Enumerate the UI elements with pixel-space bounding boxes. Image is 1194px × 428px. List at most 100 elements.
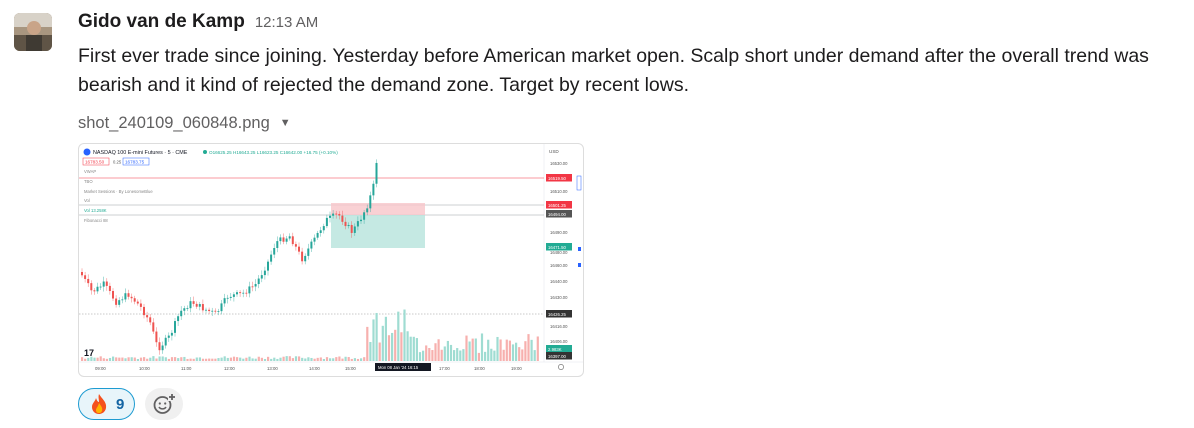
candle-body <box>291 236 294 245</box>
time-tick-label: 12:00 <box>224 366 235 371</box>
volume-bar <box>406 331 409 361</box>
candle-body <box>186 308 189 310</box>
volume-bar <box>285 356 288 361</box>
volume-bar <box>220 357 223 361</box>
candle-body <box>84 275 87 279</box>
volume-bar <box>440 349 443 361</box>
candle-body <box>248 286 251 294</box>
candle-body <box>310 241 313 249</box>
candle-body <box>236 292 238 295</box>
volume-bar <box>493 350 496 361</box>
volume-bar <box>170 357 174 361</box>
volume-bar <box>487 339 490 361</box>
crosshair-time-badge <box>375 363 431 371</box>
candle-body <box>102 281 105 287</box>
candle-body <box>260 275 263 279</box>
candle-body <box>285 238 288 242</box>
volume-bar <box>456 348 459 361</box>
price-badge-label: 16501.25 <box>548 203 567 208</box>
candle-body <box>220 303 223 312</box>
candle-body <box>81 272 83 276</box>
volume-bar <box>105 358 108 361</box>
time-tick-label: 15:00 <box>345 366 356 371</box>
avatar-photo <box>14 13 52 51</box>
time-tick-label: 19:00 <box>511 366 522 371</box>
candle-body <box>319 230 322 233</box>
candle-body <box>251 286 254 288</box>
candle-body <box>322 226 325 231</box>
market-status-icon <box>203 150 207 154</box>
candle-body <box>232 294 235 297</box>
volume-bar <box>524 341 527 361</box>
volume-bar <box>418 352 422 361</box>
volume-bar <box>127 357 130 361</box>
volume-bar <box>384 316 387 361</box>
candle-body <box>335 213 338 215</box>
volume-bar <box>459 350 462 361</box>
price-badge <box>546 210 572 218</box>
candle-body <box>245 292 248 294</box>
volume-bar <box>515 342 518 361</box>
candle-body <box>136 301 139 304</box>
volume-bar <box>239 357 242 361</box>
candle-body <box>177 316 180 322</box>
price-tick-label: 16480.00 <box>550 250 568 255</box>
volume-bar <box>201 358 205 361</box>
volume-bar <box>211 358 214 361</box>
volume-bar <box>437 339 440 361</box>
volume-bar <box>263 358 267 361</box>
candle-body <box>143 306 145 316</box>
candle-body <box>174 321 176 333</box>
volume-bar <box>229 357 232 361</box>
candle-body <box>366 208 369 213</box>
candlesticks <box>81 159 378 355</box>
volume-bar <box>499 339 502 361</box>
volume-bar <box>96 357 99 361</box>
add-reaction-button[interactable] <box>145 388 184 420</box>
author-name[interactable]: Gido van de Kamp <box>78 11 245 32</box>
candle-body <box>332 213 335 216</box>
volume-bar <box>90 356 93 361</box>
candle-body <box>96 286 99 292</box>
avatar[interactable] <box>14 13 52 51</box>
price-tick-label: 16490.00 <box>550 230 568 235</box>
candle-body <box>360 219 362 222</box>
price-axis-badges: 16519.50 16501.25 16494.00 16471.50 16426.25… <box>546 174 572 360</box>
currency-label: USD <box>549 149 559 154</box>
price-badge <box>546 201 572 209</box>
candle-body <box>205 309 207 311</box>
tradingview-logo-icon: 17 <box>84 348 94 358</box>
volume-bar <box>99 356 102 361</box>
price-badge <box>546 243 572 251</box>
volume-bar <box>291 358 294 361</box>
message-text: First ever trade since joining. Yesterda… <box>78 45 1149 96</box>
volume-bar <box>136 358 139 361</box>
volume-bar <box>251 358 254 361</box>
candle-body <box>301 251 304 262</box>
time-axis-ticks: 09:00 10:00 11:00 12:00 13:00 14:00 15:00 17:00… <box>95 366 522 371</box>
candle-body <box>313 237 316 242</box>
candle-body <box>288 236 291 239</box>
reaction-fire[interactable]: 9 <box>78 388 136 420</box>
volume-bar <box>260 357 263 361</box>
volume-bar <box>378 342 381 361</box>
spread-value: 0.25 <box>113 160 122 165</box>
volume-bar <box>257 356 260 361</box>
message-timestamp[interactable]: 12:13 AM <box>254 14 319 31</box>
buy-price: 16783.75 <box>125 160 145 165</box>
volume-bar <box>242 358 245 361</box>
volume-bar <box>217 358 220 361</box>
volume-bar <box>502 349 505 361</box>
candle-body <box>316 232 319 238</box>
candle-body <box>273 248 276 255</box>
attachment-image[interactable]: NASDAQ 100 E-mini Futures · 5 · CME O166… <box>78 143 584 377</box>
volume-bar <box>425 345 428 361</box>
volume-bar <box>446 340 449 361</box>
volume-bar <box>183 356 186 361</box>
price-axis-ticks: 16530.00 16510.00 16490.00 16480.00 16460.00… <box>550 161 568 344</box>
caret-down-icon[interactable]: ▼ <box>279 117 291 129</box>
price-tick-label: 16510.00 <box>550 189 568 194</box>
attachment-filename[interactable]: shot_240109_060848.png <box>78 113 270 132</box>
volume-bar <box>301 357 304 361</box>
